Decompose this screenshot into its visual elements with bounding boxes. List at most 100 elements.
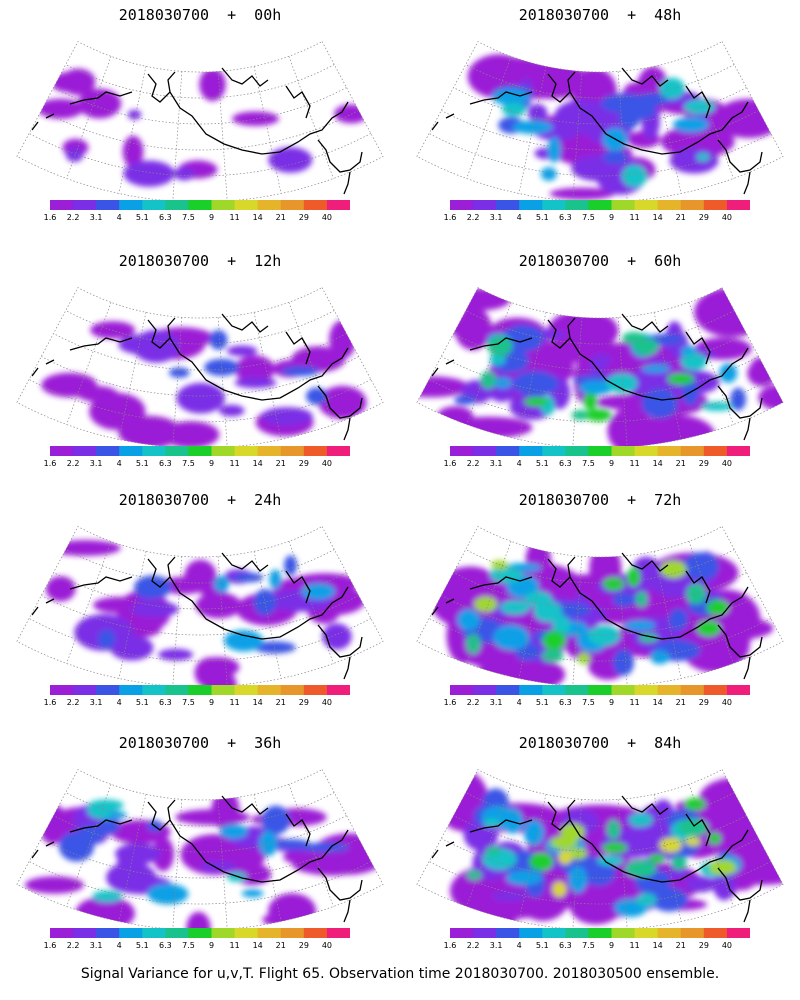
coastline (431, 313, 763, 441)
colorbar-swatch (188, 928, 213, 938)
colorbar-tick-label: 3.1 (89, 698, 103, 707)
polar-map (16, 287, 384, 448)
colorbar-tick-label: 29 (298, 941, 309, 950)
coastline (431, 552, 763, 680)
colorbar-swatch (496, 200, 520, 210)
graticule (28, 784, 372, 930)
map-border (16, 526, 384, 687)
colorbar-swatch (326, 446, 350, 456)
colorbar-tick-label: 7.5 (182, 213, 195, 222)
colorbar-tick-label: 6.3 (559, 941, 572, 950)
coastline (31, 552, 363, 680)
colorbar-tick-label: 11 (629, 941, 640, 950)
colorbar-swatch (73, 685, 97, 695)
map-border (416, 526, 784, 687)
graticule (428, 784, 772, 930)
forecast-panel: 2018030700 + 72h 1.6 2.2 3.1 4 5.1 6.3 7.5 9 11 14… (410, 485, 790, 725)
colorbar-tick-label: 14 (252, 698, 263, 707)
colorbar-swatch (73, 928, 97, 938)
colorbar-tick-label: 9 (608, 213, 615, 222)
colorbar-tick-label: 5.1 (135, 459, 149, 468)
colorbar-swatch (588, 928, 613, 938)
colorbar-swatch (96, 446, 120, 456)
forecast-panel: 2018030700 + 60h 1.6 2.2 3.1 4 5.1 6.3 7.5 9 11 14… (410, 246, 790, 486)
colorbar-tick-label: 2.2 (466, 941, 480, 950)
colorbar-swatch (496, 685, 520, 695)
forecast-panel: 2018030700 + 36h 1.6 2.2 3.1 4 5.1 6.3 7.5 9 11 14… (10, 728, 390, 968)
map-border (416, 41, 784, 202)
colorbar-swatch (634, 928, 659, 938)
colorbar-swatch (542, 928, 566, 938)
colorbar-tick-label: 4 (116, 459, 122, 468)
map-border (16, 287, 384, 448)
colorbar: 1.6 2.2 3.1 4 5.1 6.3 7.5 9 11 14 21 29 40 (444, 928, 750, 958)
colorbar-swatches (50, 200, 350, 210)
colorbar-swatch (142, 928, 166, 938)
colorbar-swatch (142, 685, 166, 695)
colorbar-swatch (50, 928, 74, 938)
colorbar-swatch (542, 685, 566, 695)
graticule (428, 302, 772, 448)
variance-field (24, 789, 384, 930)
colorbar-tick-label: 4 (116, 941, 122, 950)
colorbar-tick-label: 11 (229, 213, 240, 222)
polar-map (416, 287, 784, 448)
colorbar-swatch (703, 200, 728, 210)
colorbar-swatch (611, 200, 636, 210)
colorbar-swatch (73, 446, 97, 456)
colorbar: 1.6 2.2 3.1 4 5.1 6.3 7.5 9 11 14 21 29 40 (44, 928, 350, 958)
colorbar-tick-label: 14 (652, 213, 663, 222)
colorbar-tick-label: 11 (229, 459, 240, 468)
colorbar-tick-label: 5.1 (135, 213, 149, 222)
colorbar-tick-label: 2.2 (66, 213, 80, 222)
colorbar-tick-label: 21 (275, 459, 286, 468)
colorbar-tick-label: 14 (252, 941, 263, 950)
colorbar: 1.6 2.2 3.1 4 5.1 6.3 7.5 9 11 14 21 29 40 (444, 200, 750, 230)
colorbar-tick-label: 3.1 (489, 459, 503, 468)
colorbar-swatch (496, 928, 520, 938)
colorbar-tick-label: 40 (321, 459, 333, 468)
panel-title: 2018030700 + 12h (118, 252, 282, 270)
colorbar-swatch (473, 446, 497, 456)
colorbar-swatch (188, 446, 213, 456)
colorbar-tick-label: 29 (698, 459, 709, 468)
panel-title: 2018030700 + 00h (118, 6, 282, 24)
colorbar-swatch (565, 685, 589, 695)
colorbar-tick-label: 3.1 (89, 213, 103, 222)
colorbar-tick-label: 1.6 (443, 698, 457, 707)
colorbar-tick-label: 9 (608, 459, 615, 468)
colorbar-tick-label: 40 (321, 941, 333, 950)
colorbar-swatch (257, 446, 282, 456)
colorbar-swatch (96, 200, 120, 210)
colorbar-tick-label: 1.6 (443, 213, 457, 222)
polar-map (416, 41, 784, 202)
colorbar-swatch (211, 200, 236, 210)
colorbar-tick-label: 14 (652, 941, 663, 950)
colorbar-tick-label: 29 (298, 698, 309, 707)
colorbar-swatch (703, 928, 728, 938)
colorbar-swatch (326, 928, 350, 938)
colorbar-tick-label: 21 (275, 213, 286, 222)
colorbar-swatch (588, 446, 613, 456)
colorbar-tick-label: 9 (608, 698, 615, 707)
colorbar-swatch (611, 446, 636, 456)
colorbar-tick-label: 40 (721, 459, 733, 468)
colorbar: 1.6 2.2 3.1 4 5.1 6.3 7.5 9 11 14 21 29 40 (444, 446, 750, 476)
colorbar-swatch (303, 928, 328, 938)
polar-map (16, 41, 384, 202)
colorbar-tick-label: 29 (698, 941, 709, 950)
colorbar-tick-label: 9 (208, 213, 215, 222)
colorbar-tick-label: 7.5 (582, 941, 595, 950)
colorbar-swatches (450, 928, 750, 938)
map-border (16, 769, 384, 930)
variance-field (41, 320, 367, 448)
colorbar-tick-label: 14 (252, 459, 263, 468)
colorbar-swatch (50, 446, 74, 456)
graticule (28, 302, 372, 448)
panel-title: 2018030700 + 84h (518, 734, 682, 752)
colorbar-tick-label: 1.6 (443, 941, 457, 950)
colorbar-swatches (450, 200, 750, 210)
colorbar-tick-label: 11 (229, 698, 240, 707)
polar-map (16, 769, 384, 930)
colorbar-swatch (303, 685, 328, 695)
